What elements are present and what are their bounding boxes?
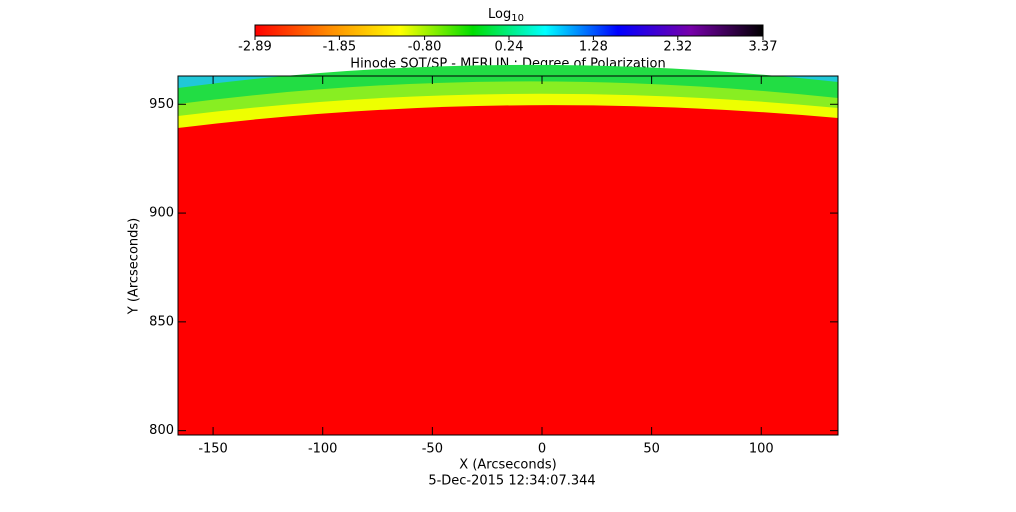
colorbar-tick-label: 1.28 — [579, 40, 608, 55]
colorbar-tick-label: -0.80 — [408, 40, 442, 55]
colorbar-tick-label: -2.89 — [238, 40, 272, 55]
x-tick-label: -50 — [422, 442, 443, 457]
heatmap-disk — [178, 105, 838, 435]
colorbar-tick-label: 0.24 — [495, 40, 524, 55]
colorbar-tick-label: -1.85 — [323, 40, 357, 55]
y-tick-label: 950 — [149, 97, 174, 112]
y-axis-label: Y (Arcseconds) — [127, 218, 142, 315]
colorbar-label-main: Log — [488, 7, 511, 22]
x-tick-label: 100 — [749, 442, 774, 457]
plot-frame — [177, 75, 839, 436]
y-tick-label: 800 — [149, 423, 174, 438]
date-label: 5-Dec-2015 12:34:07.344 — [428, 474, 595, 489]
x-tick-label: 50 — [643, 442, 660, 457]
colorbar-label: Log10 — [488, 7, 524, 25]
x-axis-label: X (Arcseconds) — [459, 458, 556, 473]
x-tick-label: -150 — [198, 442, 228, 457]
x-tick-label: -100 — [308, 442, 338, 457]
colorbar-tick-label: 3.37 — [749, 40, 778, 55]
y-tick-label: 900 — [149, 206, 174, 221]
colorbar — [254, 24, 764, 37]
y-tick-label: 850 — [149, 314, 174, 329]
x-tick-label: 0 — [538, 442, 546, 457]
colorbar-tick-label: 2.32 — [663, 40, 692, 55]
heatmap — [178, 64, 838, 436]
colorbar-label-sub: 10 — [511, 13, 524, 24]
